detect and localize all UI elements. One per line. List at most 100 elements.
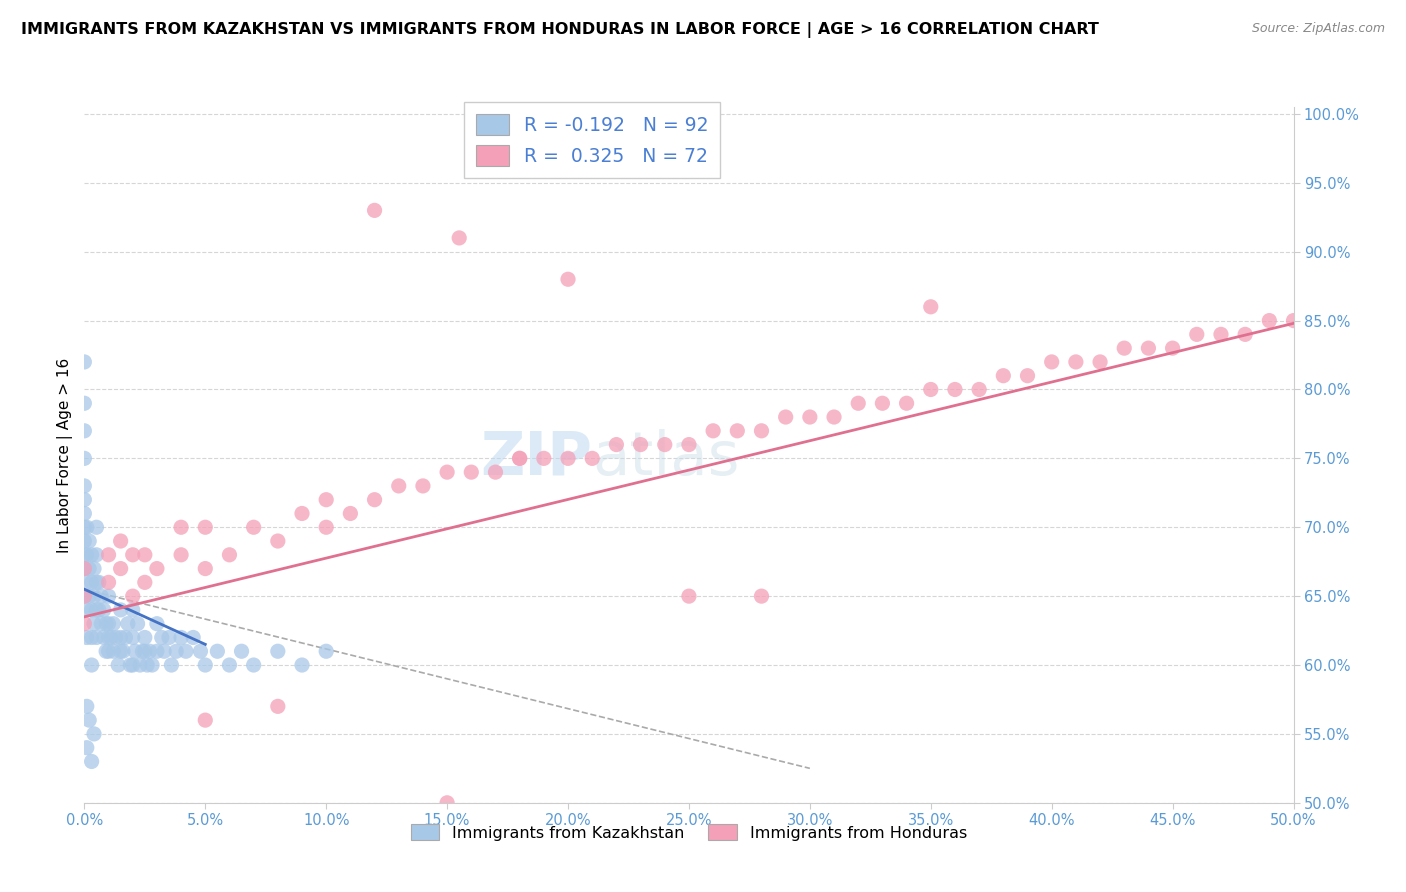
Point — [291, 507, 314, 521]
Point — [86, 603, 108, 617]
Point — [73, 424, 96, 438]
Point — [103, 644, 125, 658]
Point — [73, 589, 96, 603]
Point — [73, 479, 96, 493]
Point — [920, 300, 942, 314]
Point — [242, 658, 264, 673]
Text: Source: ZipAtlas.com: Source: ZipAtlas.com — [1251, 22, 1385, 36]
Point — [73, 520, 96, 534]
Point — [194, 520, 217, 534]
Point — [146, 644, 169, 658]
Point — [83, 616, 105, 631]
Point — [97, 644, 120, 658]
Point — [90, 616, 112, 631]
Point — [218, 548, 240, 562]
Point — [141, 658, 163, 673]
Point — [120, 658, 142, 673]
Point — [846, 396, 869, 410]
Point — [920, 383, 942, 397]
Point — [436, 465, 458, 479]
Point — [1114, 341, 1136, 355]
Point — [194, 561, 217, 575]
Point — [80, 603, 103, 617]
Point — [97, 616, 120, 631]
Point — [124, 644, 146, 658]
Point — [97, 631, 120, 645]
Point — [315, 644, 337, 658]
Point — [110, 644, 132, 658]
Point — [436, 796, 458, 810]
Point — [267, 644, 290, 658]
Point — [86, 631, 108, 645]
Point — [1064, 355, 1087, 369]
Point — [131, 644, 153, 658]
Point — [1258, 313, 1281, 327]
Text: IMMIGRANTS FROM KAZAKHSTAN VS IMMIGRANTS FROM HONDURAS IN LABOR FORCE | AGE > 16: IMMIGRANTS FROM KAZAKHSTAN VS IMMIGRANTS… — [21, 22, 1099, 38]
Point — [509, 451, 531, 466]
Point — [315, 492, 337, 507]
Point — [823, 410, 845, 425]
Point — [967, 383, 990, 397]
Point — [73, 355, 96, 369]
Point — [363, 492, 385, 507]
Point — [80, 631, 103, 645]
Point — [76, 520, 98, 534]
Point — [170, 631, 193, 645]
Point — [943, 383, 966, 397]
Point — [77, 589, 100, 603]
Point — [117, 616, 139, 631]
Point — [412, 479, 434, 493]
Point — [751, 424, 773, 438]
Point — [136, 658, 159, 673]
Point — [557, 451, 579, 466]
Point — [76, 603, 98, 617]
Point — [121, 631, 143, 645]
Point — [80, 755, 103, 769]
Point — [557, 272, 579, 286]
Point — [146, 616, 169, 631]
Point — [150, 631, 173, 645]
Point — [872, 396, 894, 410]
Point — [388, 479, 411, 493]
Point — [97, 575, 120, 590]
Point — [605, 437, 627, 451]
Point — [121, 603, 143, 617]
Point — [90, 589, 112, 603]
Point — [678, 589, 700, 603]
Point — [153, 644, 176, 658]
Point — [138, 644, 160, 658]
Text: ZIP: ZIP — [481, 429, 592, 488]
Point — [73, 589, 96, 603]
Point — [94, 644, 117, 658]
Y-axis label: In Labor Force | Age > 16: In Labor Force | Age > 16 — [58, 358, 73, 552]
Point — [231, 644, 253, 658]
Point — [654, 437, 676, 451]
Point — [110, 631, 132, 645]
Point — [110, 603, 132, 617]
Point — [127, 616, 149, 631]
Point — [86, 548, 108, 562]
Point — [160, 658, 183, 673]
Legend: Immigrants from Kazakhstan, Immigrants from Honduras: Immigrants from Kazakhstan, Immigrants f… — [405, 818, 973, 847]
Point — [630, 437, 652, 451]
Point — [170, 548, 193, 562]
Point — [725, 424, 748, 438]
Point — [134, 631, 156, 645]
Text: atlas: atlas — [592, 429, 740, 488]
Point — [993, 368, 1015, 383]
Point — [363, 203, 385, 218]
Point — [339, 507, 361, 521]
Point — [170, 520, 193, 534]
Point — [107, 658, 129, 673]
Point — [509, 451, 531, 466]
Point — [76, 699, 98, 714]
Point — [194, 658, 217, 673]
Point — [134, 644, 156, 658]
Point — [218, 658, 240, 673]
Point — [449, 231, 471, 245]
Point — [76, 740, 98, 755]
Point — [110, 561, 132, 575]
Point — [73, 548, 96, 562]
Point — [533, 451, 555, 466]
Point — [76, 631, 98, 645]
